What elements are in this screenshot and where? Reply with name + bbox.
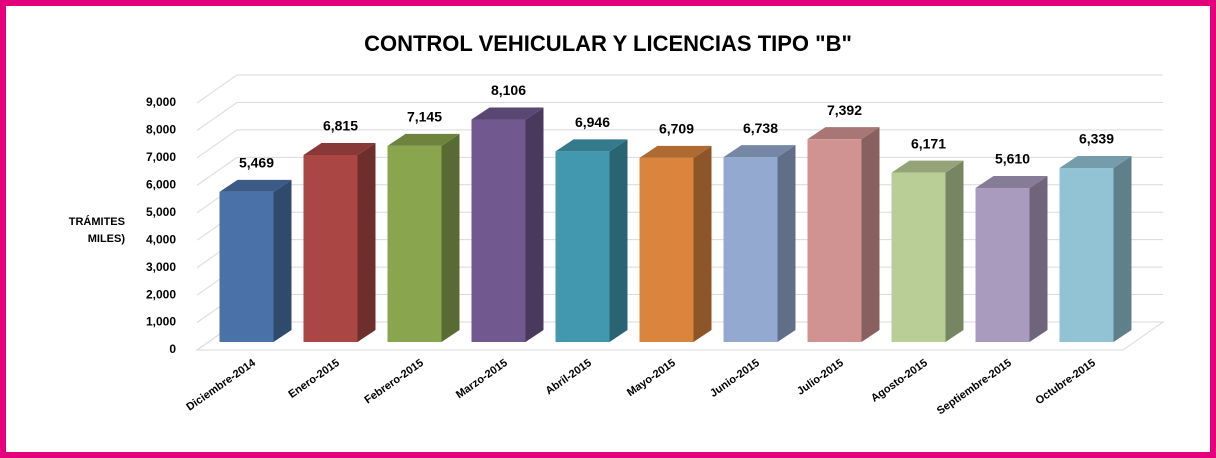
chart-title: CONTROL VEHICULAR Y LICENCIAS TIPO "B" [364,31,852,56]
bar [387,145,442,342]
data-label: 6,709 [659,121,694,137]
bar-side [525,107,544,342]
bar-side [693,145,712,342]
bar-top [891,160,964,173]
bar [975,188,1030,342]
bar-top [387,133,460,146]
data-label: 7,392 [827,102,862,118]
bar [807,139,862,342]
bar [219,191,274,342]
y-axis-label: MILES) [88,233,126,245]
bar [639,157,694,342]
bar-top [219,179,292,192]
data-label: 5,610 [995,151,1030,167]
bar-side [273,179,292,342]
y-tick-label: 9,000 [146,95,176,109]
bar-top [723,145,796,158]
bar-top [555,139,628,152]
bar-side [357,142,376,342]
data-label: 6,171 [911,135,946,151]
data-label: 8,106 [491,82,526,98]
bar-top [807,127,880,140]
bar-top [975,176,1048,189]
bar [555,151,610,342]
bar-side [777,145,796,342]
bar-top [471,107,544,120]
bar-side [609,139,628,342]
bar [1059,168,1114,342]
bar [471,119,526,342]
bar-top [303,142,376,155]
data-label: 6,339 [1079,131,1114,147]
y-tick-label: 5,000 [146,205,176,219]
bar-side [441,133,460,342]
y-axis-label: TRÁMITES [69,215,125,228]
y-tick-label: 2,000 [146,287,176,301]
y-tick-label: 4,000 [146,232,176,246]
bar-side [861,127,880,342]
data-label: 5,469 [239,155,274,171]
bar [303,154,358,342]
data-label: 7,145 [407,109,442,125]
bar-side [945,160,964,342]
grid-line [196,74,1163,104]
bar-side [1113,156,1132,342]
grid-line [196,101,1163,131]
data-label: 6,815 [323,118,358,134]
bar-top [639,145,712,158]
y-tick-label: 3,000 [146,260,176,274]
y-tick-label: 8,000 [146,123,176,137]
data-label: 6,946 [575,114,610,130]
y-tick-label: 1,000 [146,315,176,329]
y-tick-label: 6,000 [146,178,176,192]
data-label: 6,738 [743,120,778,136]
bar-side [1029,176,1048,342]
bar [891,172,946,342]
y-tick-label: 7,000 [146,150,176,164]
y-tick-label: 0 [169,342,176,356]
bar-top [1059,156,1132,169]
bar [723,157,778,342]
